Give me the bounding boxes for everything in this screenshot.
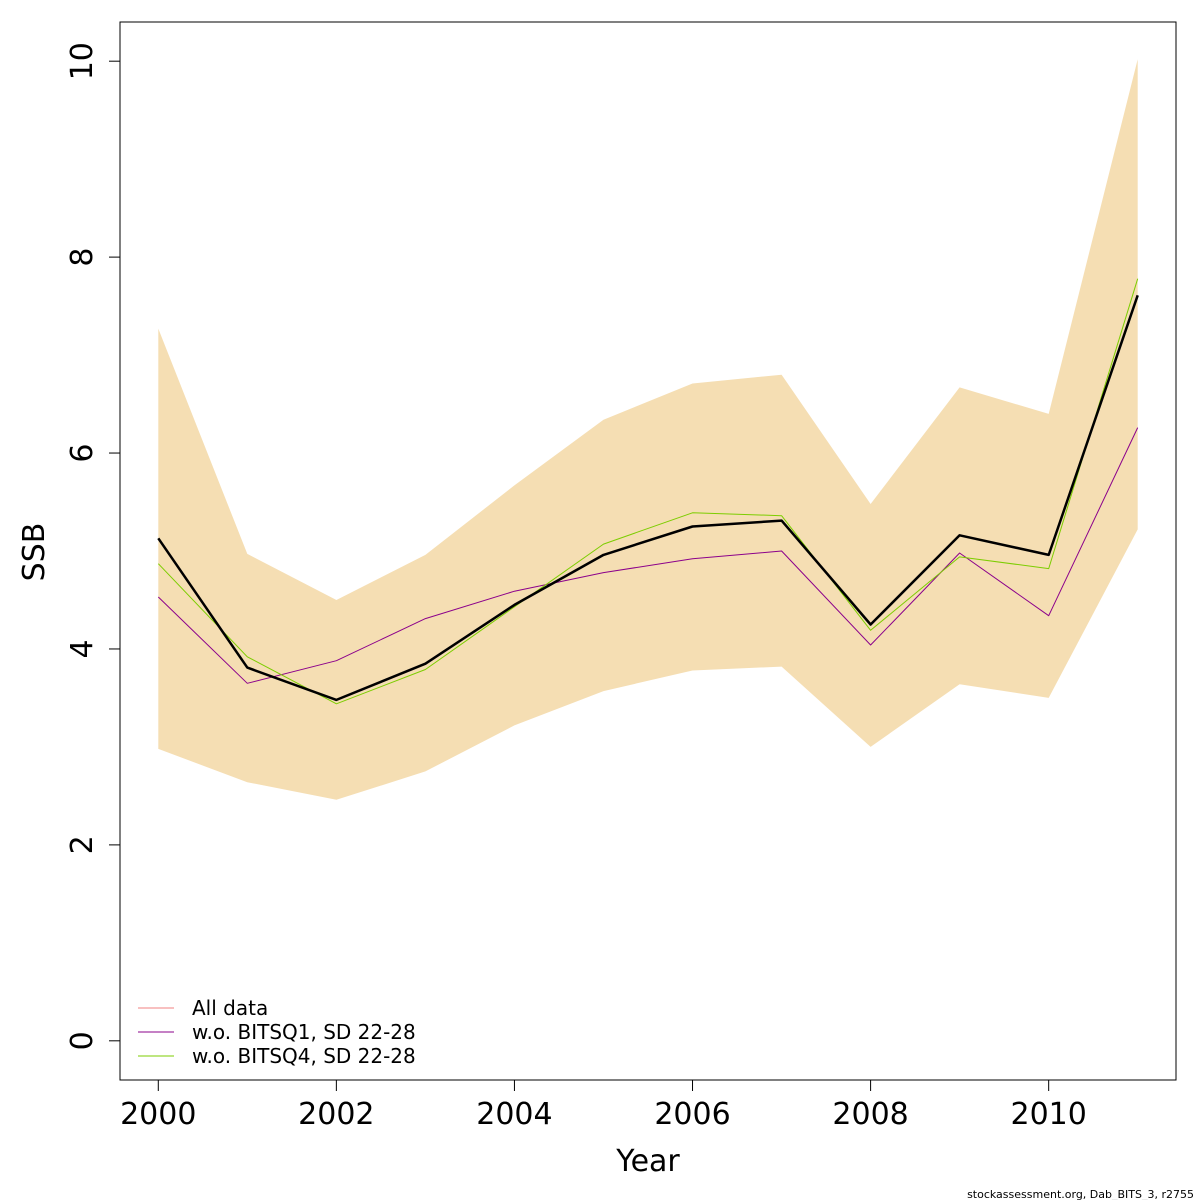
x-tick-label: 2006	[654, 1097, 730, 1132]
x-tick-label: 2004	[476, 1097, 552, 1132]
y-axis: 0 2 4 6 8 10	[65, 42, 121, 1050]
y-tick-label: 6	[65, 443, 100, 462]
series-lines	[157, 278, 1139, 705]
legend-label: All data	[192, 996, 268, 1020]
confidence-band	[158, 59, 1138, 800]
legend-label: w.o. BITSQ1, SD 22-28	[192, 1020, 416, 1044]
y-tick-label: 0	[65, 1031, 100, 1050]
x-tick-label: 2010	[1010, 1097, 1086, 1132]
x-axis: 2000 2002 2004 2006 2008 2010	[120, 1079, 1087, 1132]
series-line-3	[157, 278, 1139, 705]
footer-credit: stockassessment.org, Dab_BITS_3, r2755	[967, 1188, 1194, 1200]
y-tick-label: 2	[65, 835, 100, 854]
y-tick-label: 4	[65, 639, 100, 658]
y-tick-label: 10	[65, 42, 100, 80]
series-line-2	[157, 427, 1139, 684]
y-tick-label: 8	[65, 248, 100, 267]
x-tick-label: 2000	[120, 1097, 196, 1132]
x-tick-label: 2002	[298, 1097, 374, 1132]
y-axis-title: SSB	[17, 523, 52, 582]
x-axis-title: Year	[615, 1144, 680, 1179]
x-tick-label: 2008	[832, 1097, 908, 1132]
legend-label: w.o. BITSQ4, SD 22-28	[192, 1044, 416, 1068]
series-line-1	[157, 294, 1139, 702]
